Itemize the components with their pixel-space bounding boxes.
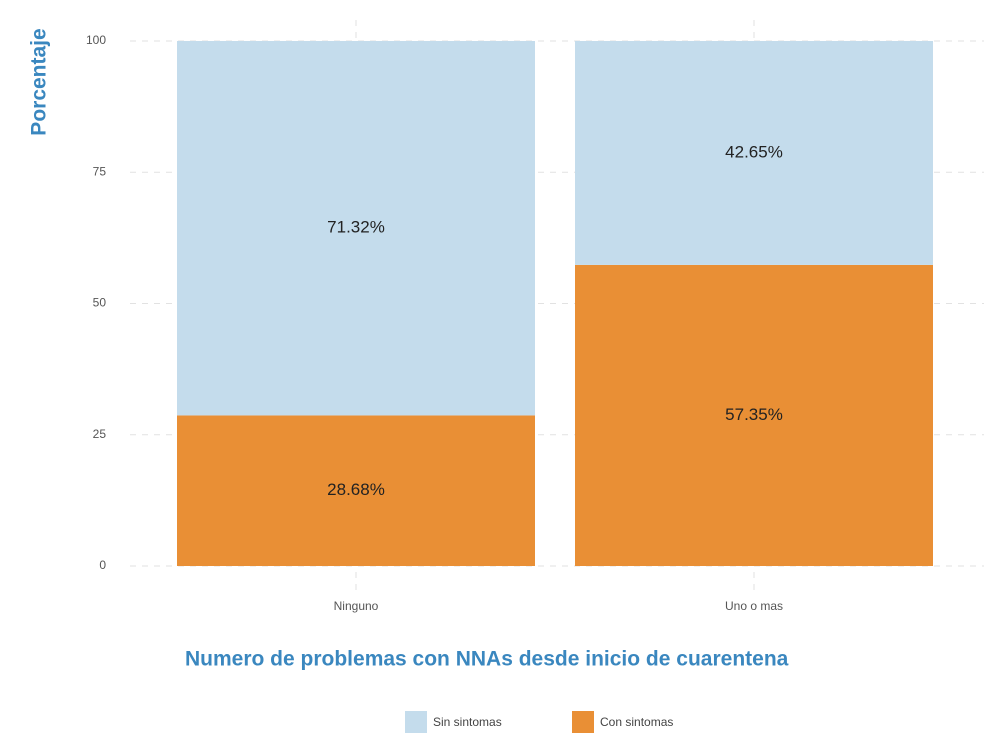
legend-swatch [572, 711, 594, 733]
bar-segment [177, 415, 535, 566]
data-label: 71.32% [327, 218, 385, 237]
legend-label: Con sintomas [600, 715, 673, 729]
bar-segment [177, 41, 535, 416]
legend-swatch [405, 711, 427, 733]
bar-segment [575, 41, 933, 265]
data-label: 57.35% [725, 405, 783, 424]
y-tick-label: 75 [93, 164, 107, 178]
data-label: 42.65% [725, 142, 783, 161]
y-tick-label: 25 [93, 427, 107, 441]
bar-segment [575, 264, 933, 566]
legend-label: Sin sintomas [433, 715, 502, 729]
x-axis-title: Numero de problemas con NNAs desde inici… [185, 648, 789, 671]
y-tick-label: 50 [93, 296, 107, 310]
y-tick-label: 0 [99, 558, 106, 572]
y-axis-title: Porcentaje [28, 28, 51, 135]
x-tick-label: Uno o mas [725, 599, 783, 613]
data-label: 28.68% [327, 480, 385, 499]
x-tick-label: Ninguno [334, 599, 379, 613]
y-tick-label: 100 [86, 33, 106, 47]
